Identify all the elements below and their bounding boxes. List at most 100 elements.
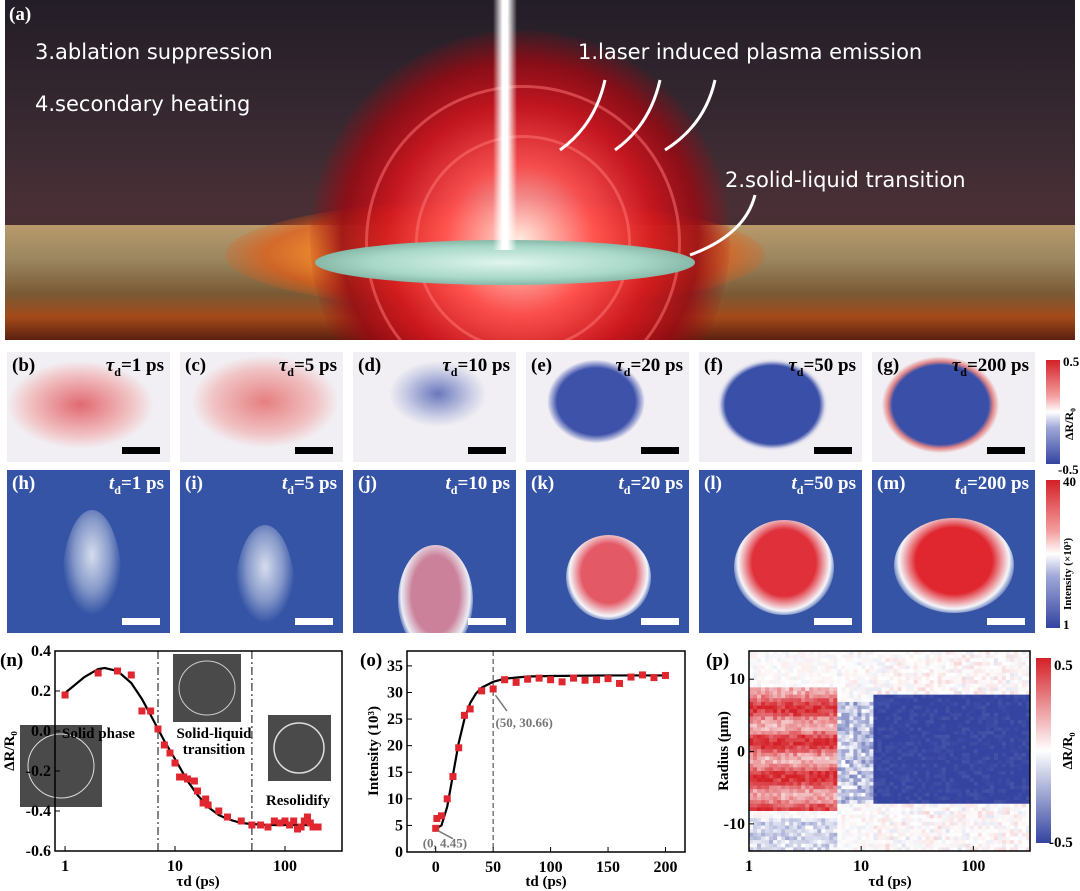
heatmap-cell — [749, 767, 754, 772]
heatmap-cell — [813, 756, 818, 761]
heatmap-cell — [901, 829, 907, 834]
heatmap-cell — [977, 829, 983, 834]
heatmap-cell — [769, 691, 774, 696]
heatmap-cell — [813, 745, 818, 750]
heatmap-cell — [749, 803, 754, 808]
heatmap-cell — [885, 669, 890, 674]
heatmap-cell — [1025, 814, 1031, 819]
heatmap-cell — [897, 720, 903, 725]
heatmap-cell — [945, 792, 951, 797]
heatmap-cell — [949, 683, 955, 688]
heatmap-cell — [757, 840, 762, 845]
heatmap-cell — [753, 781, 758, 787]
heatmap-cell — [873, 661, 878, 667]
heatmap-cell — [933, 829, 939, 834]
heatmap-cell — [773, 672, 778, 677]
heatmap-cell — [801, 694, 806, 699]
heatmap-cell — [993, 658, 999, 663]
heatmap-cell — [1013, 665, 1019, 670]
heatmap-cell — [953, 741, 959, 747]
heatmap-cell — [801, 829, 806, 834]
heatmap-cell — [917, 723, 923, 728]
heatmap-cell — [997, 807, 1003, 812]
heatmap-cell — [1025, 807, 1031, 812]
heatmap-cell — [797, 651, 802, 656]
heatmap-cell — [937, 829, 943, 834]
heatmap-cell — [893, 767, 899, 772]
heatmap-cell — [833, 803, 838, 808]
heatmap-cell — [1025, 752, 1031, 757]
heatmap-cell — [1025, 803, 1031, 808]
heatmap-cell — [901, 814, 907, 819]
heatmap-cell — [957, 767, 963, 772]
heatmap-cell — [901, 716, 907, 721]
heatmap-cell — [853, 821, 858, 827]
heatmap-cell — [877, 796, 882, 801]
heatmap-cell — [869, 727, 874, 732]
heatmap-cell — [1009, 701, 1015, 707]
heatmap-cell — [949, 701, 955, 707]
heatmap-cell — [765, 680, 770, 685]
heatmap-cell — [965, 654, 971, 659]
heatmap-cell — [793, 669, 798, 674]
heatmap-cell — [917, 771, 923, 776]
heatmap-cell — [1001, 712, 1007, 717]
heatmap-cell — [797, 698, 802, 703]
heatmap-cell — [853, 832, 858, 837]
heatmap-cell — [925, 814, 931, 819]
heatmap-cell — [921, 680, 927, 685]
heatmap-cell — [797, 731, 802, 736]
heatmap-cell — [765, 771, 770, 776]
heatmap-cell — [781, 691, 786, 696]
heatmap-cell — [873, 847, 878, 852]
heatmap-cell — [869, 745, 874, 750]
heatmap-cell — [913, 832, 919, 837]
heatmap-cell — [749, 811, 754, 816]
heatmap-cell — [889, 796, 895, 801]
heatmap-cell — [921, 694, 927, 699]
heatmap-cell — [889, 818, 895, 823]
heatmap-cell — [1005, 756, 1011, 761]
heatmap-cell — [821, 687, 826, 692]
heatmap-cell — [749, 814, 754, 819]
heatmap-cell — [793, 731, 798, 736]
heatmap-cell — [789, 727, 794, 732]
heatmap-cell — [877, 771, 882, 776]
heatmap-cell — [1021, 723, 1027, 728]
heatmap-cell — [933, 720, 939, 725]
heatmap-cell — [865, 705, 870, 710]
heatmap-cell — [909, 771, 915, 776]
heatmap-cell — [809, 651, 814, 656]
reflectivity-image-b: (b) τd=1 ps — [7, 352, 170, 462]
heatmap-cell — [837, 665, 842, 670]
heatmap-cell — [933, 701, 939, 707]
heatmap-cell — [769, 752, 774, 757]
heatmap-cell — [813, 676, 818, 681]
data-point — [270, 817, 278, 825]
heatmap-cell — [985, 796, 991, 801]
heatmap-cell — [877, 792, 882, 797]
heatmap-cell — [821, 796, 826, 801]
heatmap-cell — [885, 756, 890, 761]
heatmap-cell — [973, 803, 979, 808]
heatmap-cell — [933, 705, 939, 710]
heatmap-cell — [1005, 727, 1011, 732]
heatmap-cell — [789, 763, 794, 768]
heatmap-cell — [941, 727, 947, 732]
heatmap-cell — [929, 785, 935, 790]
heatmap-cell — [757, 756, 762, 761]
heatmap-cell — [885, 825, 890, 830]
heatmap-cell — [877, 683, 882, 688]
heatmap-cell — [793, 676, 798, 681]
heatmap-cell — [997, 781, 1003, 787]
heatmap-cell — [1013, 712, 1019, 717]
heatmap-cell — [1017, 705, 1023, 710]
heatmap-cell — [889, 774, 895, 779]
arrows — [559, 79, 757, 257]
heatmap-cell — [949, 807, 955, 812]
heatmap-cell — [941, 705, 947, 710]
heatmap-cell — [885, 734, 890, 739]
heatmap-cell — [753, 814, 758, 819]
heatmap-cell — [809, 767, 814, 772]
annotation-solid-phase: Solid phase — [62, 726, 135, 742]
